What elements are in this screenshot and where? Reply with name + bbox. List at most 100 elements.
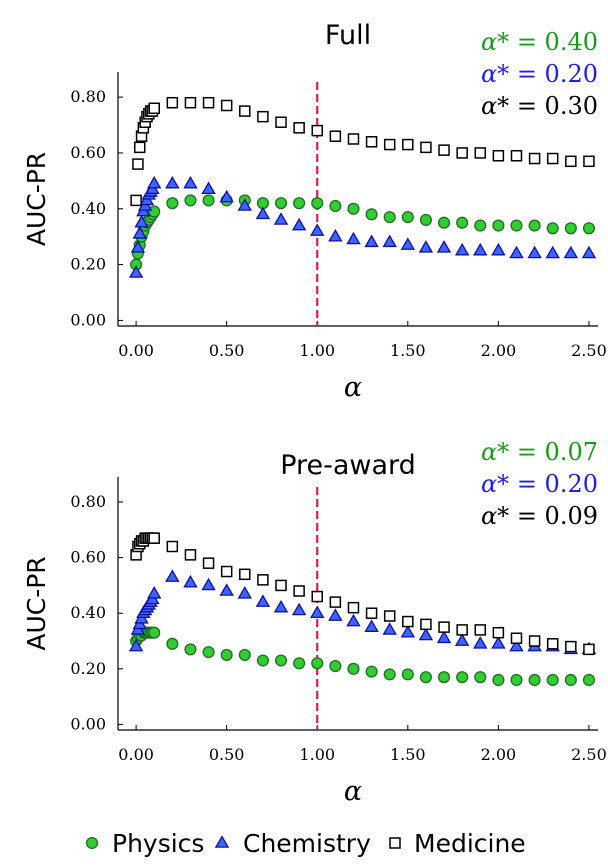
physics-point bbox=[148, 626, 161, 639]
medicine-point bbox=[329, 130, 342, 142]
physics-point bbox=[492, 219, 505, 232]
physics-point bbox=[474, 671, 487, 684]
chemistry-point bbox=[581, 245, 597, 259]
physics-point bbox=[311, 657, 324, 670]
chemistry-point bbox=[491, 242, 506, 256]
medicine-point bbox=[133, 141, 146, 154]
legend-label-medicine: Medicine bbox=[414, 829, 526, 858]
chemistry-point bbox=[473, 636, 488, 649]
physics-point bbox=[220, 648, 233, 661]
x-tick-label: 2.00 bbox=[481, 341, 517, 360]
medicine-point bbox=[257, 574, 269, 586]
chemistry-point bbox=[545, 245, 560, 259]
medicine-point bbox=[166, 96, 179, 109]
chart-title: Full bbox=[325, 20, 371, 51]
chemistry-point bbox=[328, 228, 343, 242]
alpha-star-value: = 0.07 bbox=[517, 438, 598, 466]
alpha-star-annotation-chemistry: α* = 0.20 bbox=[481, 470, 598, 498]
chemistry-point bbox=[454, 633, 470, 646]
legend-marker-chemistry bbox=[214, 835, 230, 848]
medicine-point bbox=[565, 155, 577, 168]
medicine-point bbox=[528, 635, 541, 647]
medicine-point bbox=[311, 124, 323, 137]
physics-point bbox=[401, 211, 414, 224]
chemistry-point bbox=[183, 574, 198, 588]
medicine-point bbox=[220, 99, 233, 112]
medicine-point bbox=[583, 643, 595, 656]
physics-point bbox=[419, 671, 432, 684]
chemistry-point bbox=[134, 215, 149, 228]
medicine-point bbox=[275, 579, 287, 592]
alpha-star-value: = 0.20 bbox=[517, 470, 598, 498]
chart-title: Pre-award bbox=[280, 450, 416, 481]
chemistry-point bbox=[346, 231, 361, 245]
medicine-point bbox=[239, 105, 251, 117]
chemistry-point bbox=[219, 189, 234, 203]
physics-point bbox=[582, 222, 595, 235]
physics-point bbox=[256, 654, 269, 667]
physics-point bbox=[293, 197, 306, 210]
medicine-point bbox=[510, 149, 523, 162]
chemistry-point bbox=[328, 608, 343, 621]
chemistry-point bbox=[563, 245, 579, 259]
x-axis-label: α bbox=[344, 372, 362, 403]
physics-point bbox=[274, 197, 288, 210]
physics-point bbox=[456, 671, 469, 684]
physics-point bbox=[510, 219, 523, 232]
y-tick-label: 0.20 bbox=[70, 255, 106, 274]
chemistry-point bbox=[255, 594, 271, 607]
medicine-point bbox=[184, 549, 197, 561]
physics-point bbox=[202, 646, 215, 659]
y-tick-label: 0.20 bbox=[70, 659, 106, 678]
medicine-point bbox=[184, 96, 197, 109]
chemistry-point bbox=[130, 240, 146, 253]
x-tick-label: 1.00 bbox=[299, 341, 335, 360]
x-tick-label: 2.50 bbox=[571, 745, 607, 764]
medicine-point bbox=[583, 155, 595, 168]
medicine-point bbox=[565, 640, 577, 653]
chemistry-point bbox=[128, 265, 144, 278]
alpha-star-value: = 0.30 bbox=[517, 92, 598, 120]
chemistry-point bbox=[509, 638, 524, 652]
physics-point bbox=[564, 222, 577, 235]
alpha-star-value: = 0.09 bbox=[517, 502, 598, 530]
medicine-point bbox=[257, 110, 269, 123]
physics-point bbox=[184, 643, 197, 656]
medicine-point bbox=[492, 149, 505, 162]
series-physics bbox=[130, 626, 595, 687]
series-chemistry bbox=[128, 569, 597, 655]
series-medicine bbox=[130, 96, 595, 207]
physics-point bbox=[383, 668, 396, 681]
x-tick-label: 1.00 bbox=[299, 745, 335, 764]
alpha-star-value: = 0.40 bbox=[517, 28, 598, 56]
y-tick-label: 0.60 bbox=[70, 143, 106, 162]
chemistry-point bbox=[364, 619, 379, 632]
legend-marker-medicine bbox=[389, 837, 401, 849]
medicine-point bbox=[365, 607, 378, 619]
physics-point bbox=[474, 219, 487, 232]
x-tick-label: 0.50 bbox=[209, 341, 245, 360]
physics-point bbox=[528, 219, 541, 232]
x-tick-label: 0.00 bbox=[118, 745, 154, 764]
series-chemistry bbox=[128, 175, 597, 278]
medicine-point bbox=[275, 116, 287, 128]
physics-point bbox=[456, 216, 469, 229]
physics-point bbox=[383, 211, 396, 224]
physics-point bbox=[311, 197, 324, 210]
physics-point bbox=[184, 194, 197, 207]
physics-point bbox=[347, 662, 360, 675]
medicine-point bbox=[148, 102, 160, 115]
chemistry-point bbox=[346, 613, 361, 627]
medicine-point bbox=[402, 615, 414, 628]
medicine-point bbox=[383, 610, 396, 622]
chemistry-point bbox=[418, 240, 434, 253]
chemistry-point bbox=[382, 622, 397, 635]
chemistry-point bbox=[165, 569, 180, 582]
physics-point bbox=[166, 197, 179, 210]
x-tick-label: 0.50 bbox=[209, 745, 245, 764]
chemistry-point bbox=[165, 175, 180, 189]
chemistry-point bbox=[273, 599, 289, 613]
physics-point bbox=[148, 205, 161, 218]
physics-point bbox=[238, 648, 251, 661]
chemistry-point bbox=[454, 242, 470, 256]
